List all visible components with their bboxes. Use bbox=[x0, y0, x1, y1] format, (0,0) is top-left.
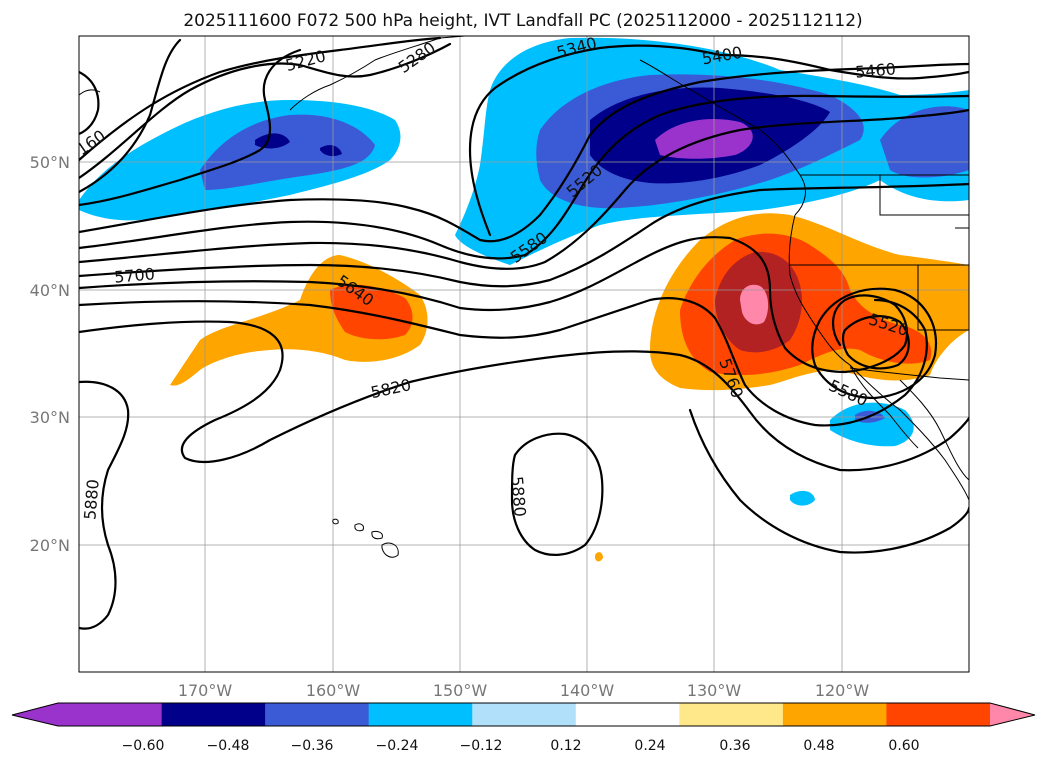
ivt-shade-small-blob bbox=[790, 490, 815, 506]
colorbar-tick-label: 0.12 bbox=[550, 738, 581, 754]
contour-label-5880-central: 5880 bbox=[507, 475, 529, 517]
colorbar-tick-label: −0.48 bbox=[207, 738, 250, 754]
contour-5580-cutoff bbox=[811, 287, 938, 400]
colorbar-tick-label: −0.36 bbox=[291, 738, 334, 754]
colorbar-segment bbox=[265, 703, 370, 726]
colorbar-outline bbox=[11, 702, 1036, 727]
colorbar-segments bbox=[12, 703, 1035, 726]
colorbar-segment bbox=[886, 703, 991, 726]
lat-label-40n: 40°N bbox=[30, 281, 70, 300]
ivt-positive-shading bbox=[170, 213, 969, 562]
lon-label-120w: 120°W bbox=[815, 681, 870, 700]
lon-label-150w: 150°W bbox=[433, 681, 488, 700]
contour-5460 bbox=[79, 62, 969, 243]
ivt-shade-west-coast-pink bbox=[740, 284, 769, 325]
lat-label-50n: 50°N bbox=[30, 153, 70, 172]
longitude-labels: 170°W 160°W 150°W 140°W 130°W 120°W bbox=[178, 681, 870, 700]
island-kauai bbox=[332, 518, 339, 525]
coastline-alaska bbox=[289, 36, 466, 111]
colorbar-tick-label: −0.60 bbox=[122, 738, 165, 754]
contour-5520-cutoff bbox=[841, 315, 910, 370]
border-states-3 bbox=[917, 265, 969, 331]
colorbar-segment bbox=[679, 703, 784, 726]
ivt-negative-shading bbox=[79, 37, 969, 506]
colorbar-tick-label: 0.48 bbox=[803, 738, 834, 754]
contour-5400-c bbox=[718, 53, 969, 80]
latitude-labels: 50°N 40°N 30°N 20°N bbox=[30, 153, 70, 555]
colorbar-segment bbox=[782, 703, 887, 726]
lat-label-20n: 20°N bbox=[30, 536, 70, 555]
map-frame bbox=[78, 35, 970, 673]
colorbar-tick-labels: −0.60 −0.48 −0.36 −0.24 −0.12 0.12 0.24 … bbox=[122, 738, 920, 754]
lon-label-160w: 160°W bbox=[306, 681, 361, 700]
ivt-shade-north-pacific-mid bbox=[200, 114, 375, 190]
colorbar-tick-label: 0.24 bbox=[634, 738, 665, 754]
contour-5880-west bbox=[79, 380, 130, 630]
coastline-alaska-panhandle bbox=[639, 59, 806, 216]
colorbar-segment bbox=[368, 703, 473, 726]
coastline-sakhalin-west bbox=[79, 89, 101, 96]
colorbar-extension-low bbox=[12, 703, 162, 726]
colorbar-segment bbox=[161, 703, 266, 726]
ivt-shade-north-pacific-dark bbox=[255, 133, 342, 157]
contour-5340 bbox=[79, 38, 182, 194]
colorbar-tick-label: 0.60 bbox=[888, 738, 919, 754]
contour-5400-b bbox=[468, 44, 722, 237]
colorbar: −0.60 −0.48 −0.36 −0.24 −0.12 0.12 0.24 … bbox=[11, 702, 1036, 754]
lon-label-170w: 170°W bbox=[178, 681, 233, 700]
contour-5820 bbox=[79, 320, 969, 472]
contour-5880-east bbox=[688, 408, 969, 554]
colorbar-extension-high bbox=[990, 703, 1035, 726]
lat-label-30n: 30°N bbox=[30, 408, 70, 427]
contour-5880-central bbox=[510, 432, 604, 556]
colorbar-tick-label: −0.12 bbox=[460, 738, 503, 754]
height-contours bbox=[79, 36, 969, 630]
contour-5400-a bbox=[79, 48, 302, 207]
colorbar-tick-label: −0.24 bbox=[376, 738, 419, 754]
ivt-shade-central-pacific-red bbox=[330, 284, 413, 340]
border-states-1 bbox=[879, 175, 969, 216]
lon-label-140w: 140°W bbox=[560, 681, 615, 700]
contour-5280 bbox=[79, 42, 452, 180]
coastline-baja bbox=[849, 364, 919, 449]
coastline-mexico bbox=[899, 379, 969, 481]
island-maui bbox=[371, 530, 383, 540]
colorbar-tick-label: 0.36 bbox=[719, 738, 750, 754]
ivt-shade-canada-mid bbox=[880, 106, 969, 178]
map-panel: 5220 5280 5340 5400 5460 5160 5520 5580 … bbox=[30, 35, 970, 700]
contour-label-5700: 5700 bbox=[113, 264, 155, 286]
contour-label-5460: 5460 bbox=[854, 59, 896, 81]
island-oahu bbox=[354, 523, 364, 532]
contour-label-5880-west: 5880 bbox=[80, 478, 102, 520]
colorbar-segment bbox=[472, 703, 577, 726]
hawaiian-islands bbox=[332, 518, 399, 558]
graticule bbox=[79, 36, 969, 672]
contour-5640 bbox=[79, 182, 969, 288]
contour-5760 bbox=[79, 297, 928, 427]
island-big-island bbox=[381, 542, 399, 558]
coastlines bbox=[79, 36, 969, 501]
lon-label-130w: 130°W bbox=[687, 681, 742, 700]
colorbar-segment bbox=[575, 703, 680, 726]
ivt-shade-hawaii-speck bbox=[595, 552, 603, 562]
figure-title: 2025111600 F072 500 hPa height, IVT Land… bbox=[183, 11, 862, 31]
ivt-shade-baja-light bbox=[830, 402, 914, 447]
contour-5220 bbox=[79, 36, 442, 162]
contour-5520 bbox=[79, 94, 969, 260]
contour-5580 bbox=[79, 108, 969, 270]
contour-5700 bbox=[79, 236, 909, 374]
contour-5160 bbox=[79, 70, 100, 136]
